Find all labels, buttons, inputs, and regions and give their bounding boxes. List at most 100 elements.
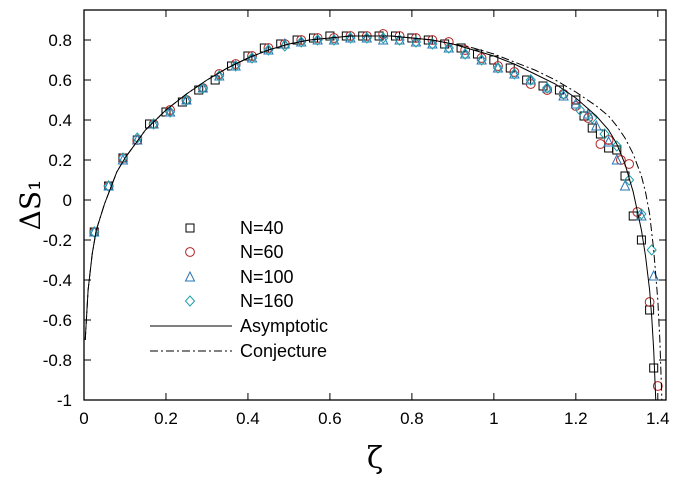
n-60-point <box>644 297 655 307</box>
n-60-point <box>509 67 520 77</box>
x-tick-label: 0.6 <box>318 409 342 428</box>
n-60-point <box>312 33 323 43</box>
n-100-point <box>603 135 614 147</box>
n-160-point <box>611 140 622 152</box>
y-axis-title: ΔS₁ <box>14 180 47 231</box>
y-tick-label: 0.2 <box>48 151 72 170</box>
n-40-point <box>571 95 581 105</box>
legend-item-n-60: N=60 <box>185 242 284 262</box>
n-160-point <box>509 68 520 80</box>
n-100-point <box>459 47 471 59</box>
n-40-point <box>292 35 302 45</box>
n-160-point <box>89 226 100 238</box>
legend-label-conjecture: Conjecture <box>240 341 327 361</box>
asymptotic-line <box>84 35 657 401</box>
n-160-point <box>230 60 241 72</box>
n-160-point <box>246 52 258 64</box>
legend: N=40 N=60 N=100 N=160 Asymptotic Conjecture <box>150 218 328 361</box>
n-160-point <box>476 54 487 66</box>
n-160-point <box>525 74 536 86</box>
x-tick-label: 0.4 <box>236 409 260 428</box>
legend-marker-n-160 <box>184 295 196 307</box>
n-160-point <box>492 62 504 74</box>
x-tick-label: 0 <box>79 409 88 428</box>
n-40-point <box>587 123 597 133</box>
n-160-point <box>541 82 553 94</box>
series-n-160 <box>89 32 657 256</box>
series-n-60 <box>89 29 663 391</box>
n-100-point <box>103 179 114 191</box>
y-tick-label: -0.4 <box>43 271 72 290</box>
n-100-point <box>570 97 582 109</box>
legend-label-n-160: N=160 <box>240 291 294 311</box>
legend-item-asymptotic: Asymptotic <box>150 316 328 336</box>
n-100-point <box>197 81 209 93</box>
y-tick-label: -0.6 <box>43 311 72 330</box>
x-tick-label: 0.2 <box>154 409 178 428</box>
y-tick-label: -1 <box>57 391 72 410</box>
n-160-point <box>148 118 159 130</box>
y-tick-label: 0.4 <box>48 111 72 130</box>
n-160-point <box>574 104 586 116</box>
n-60-point <box>652 381 663 391</box>
n-40-point <box>645 305 655 315</box>
n-160-point <box>599 128 610 140</box>
n-60-point <box>214 69 225 79</box>
n-160-point <box>427 38 438 50</box>
legend-marker-n-40 <box>185 223 195 233</box>
conjecture-line <box>84 35 663 401</box>
legend-label-n-100: N=100 <box>240 267 294 287</box>
legend-label-n-60: N=60 <box>240 242 284 262</box>
n-100-point <box>377 33 389 45</box>
n-100-point <box>345 31 356 43</box>
n-160-point <box>623 174 635 186</box>
legend-marker-n-100 <box>184 270 196 282</box>
y-tick-label: -0.2 <box>43 231 72 250</box>
n-160-point <box>197 82 209 94</box>
n-100-point <box>443 41 455 53</box>
y-tick-label: 0 <box>63 191 72 210</box>
n-160-point <box>312 34 323 46</box>
n-40-point <box>604 143 614 153</box>
n-160-point <box>296 36 307 48</box>
n-60-point <box>247 51 257 61</box>
n-100-point <box>525 73 537 85</box>
n-160-point <box>263 44 274 56</box>
n-160-point <box>394 34 405 46</box>
legend-item-n-160: N=160 <box>184 291 294 311</box>
n-160-point <box>459 48 471 60</box>
legend-label-n-40: N=40 <box>240 218 284 238</box>
n-60-point <box>296 35 307 45</box>
n-160-point <box>443 42 454 54</box>
n-160-point <box>636 208 647 220</box>
y-tick-label: 0.8 <box>48 31 72 50</box>
legend-item-n-40: N=40 <box>185 218 284 238</box>
n-100-point <box>619 179 631 191</box>
series-layer <box>84 29 663 401</box>
n-100-point <box>361 31 373 43</box>
n-100-point <box>591 119 602 131</box>
n-160-point <box>587 112 598 124</box>
legend-item-n-100: N=100 <box>184 267 294 287</box>
n-40-point <box>309 33 319 43</box>
x-tick-label: 0.8 <box>400 409 424 428</box>
n-60-point <box>460 45 471 55</box>
n-100-point <box>558 89 569 101</box>
n-160-point <box>181 94 192 106</box>
n-100-point <box>541 81 553 93</box>
y-tick-label: 0.6 <box>48 71 72 90</box>
n-160-point <box>558 88 569 100</box>
series-asymptotic <box>84 35 657 401</box>
series-n-40 <box>89 31 659 373</box>
legend-label-asymptotic: Asymptotic <box>240 316 328 336</box>
plot-frame <box>83 9 667 401</box>
n-160-point <box>164 106 176 118</box>
n-60-point <box>603 135 614 145</box>
n-160-point <box>646 244 657 256</box>
n-100-point <box>181 93 192 105</box>
n-60-point <box>493 61 503 71</box>
series-n-100 <box>88 31 660 281</box>
x-tick-label: 1 <box>489 409 498 428</box>
series-conjecture <box>84 35 663 401</box>
